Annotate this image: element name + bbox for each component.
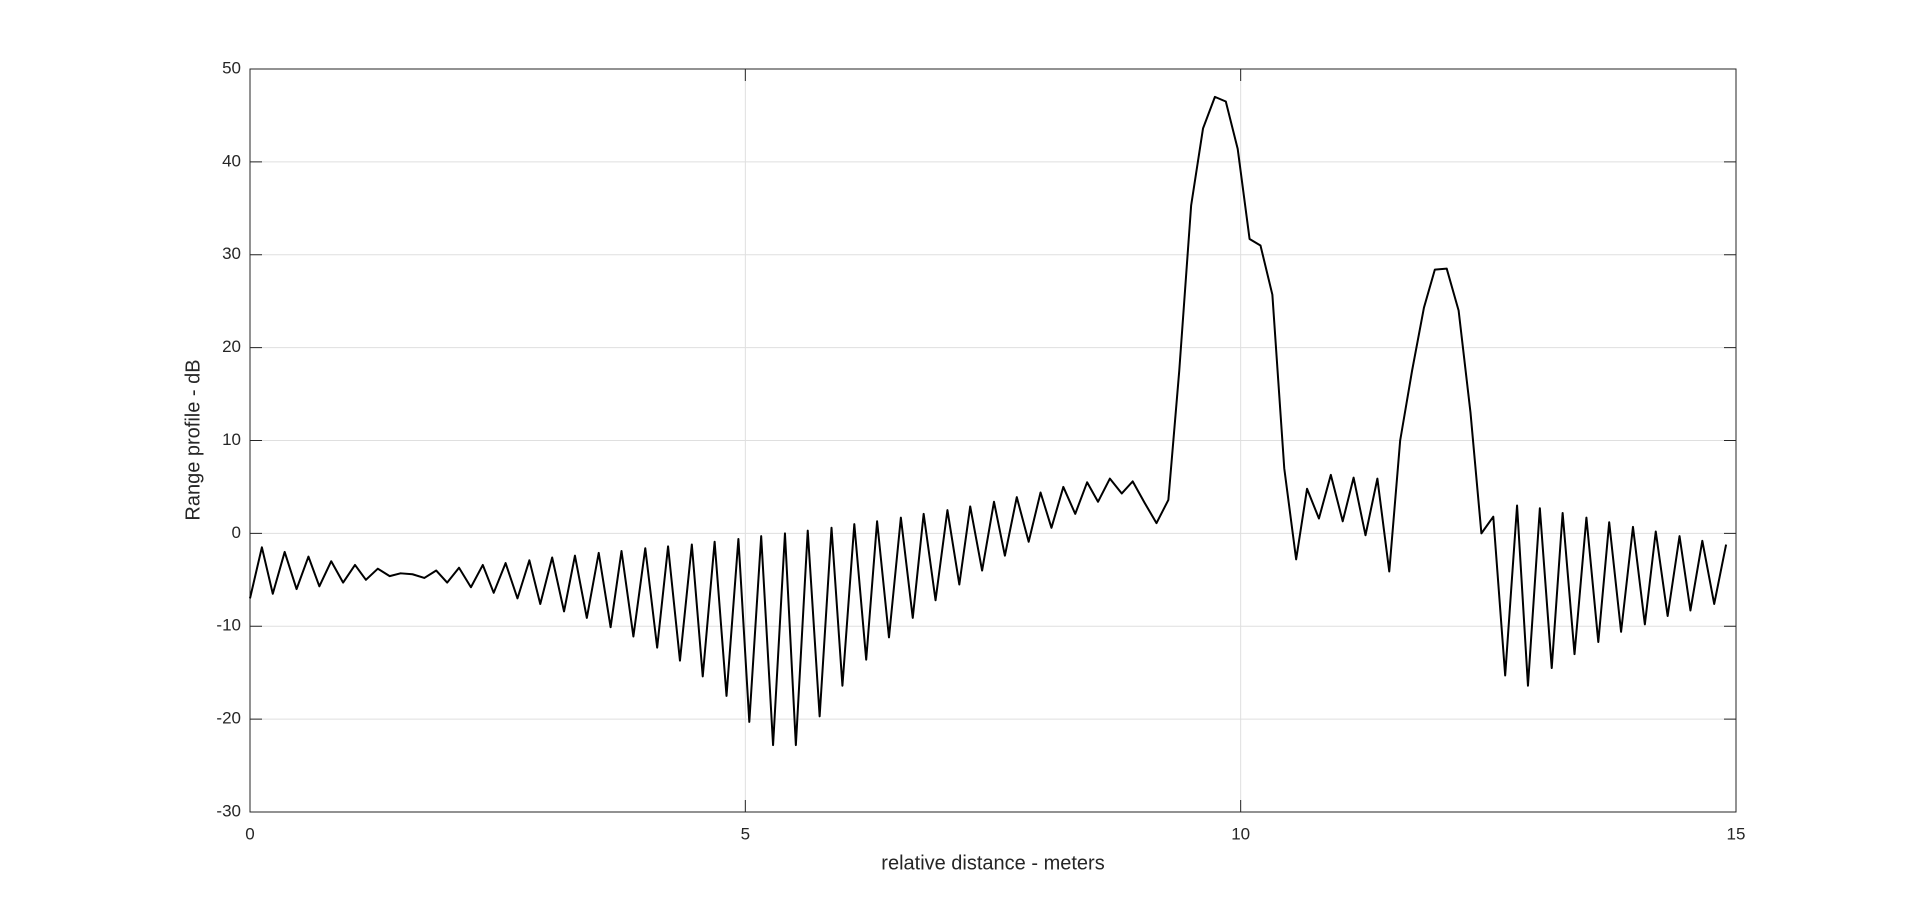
y-axis-label: Range profile - dB	[182, 359, 204, 520]
x-axis-label: relative distance - meters	[881, 852, 1104, 874]
plot-frame	[249, 68, 1737, 813]
y-tick-label: -10	[216, 616, 241, 635]
x-tick-label: 0	[245, 824, 254, 843]
y-tick-label: 20	[222, 337, 241, 356]
x-tick-label: 10	[1231, 824, 1250, 843]
x-tick-label: 15	[1727, 824, 1746, 843]
x-tick-label: 5	[741, 824, 750, 843]
y-tick-label: 40	[222, 151, 241, 170]
data-line	[249, 95, 1728, 747]
y-tick-label: 0	[232, 523, 241, 542]
y-tick-label: 30	[222, 244, 241, 263]
y-tick-label: 50	[222, 58, 241, 77]
y-tick-label: -20	[216, 709, 241, 728]
y-tick-label: 10	[222, 430, 241, 449]
y-tick-label: -30	[216, 801, 241, 820]
